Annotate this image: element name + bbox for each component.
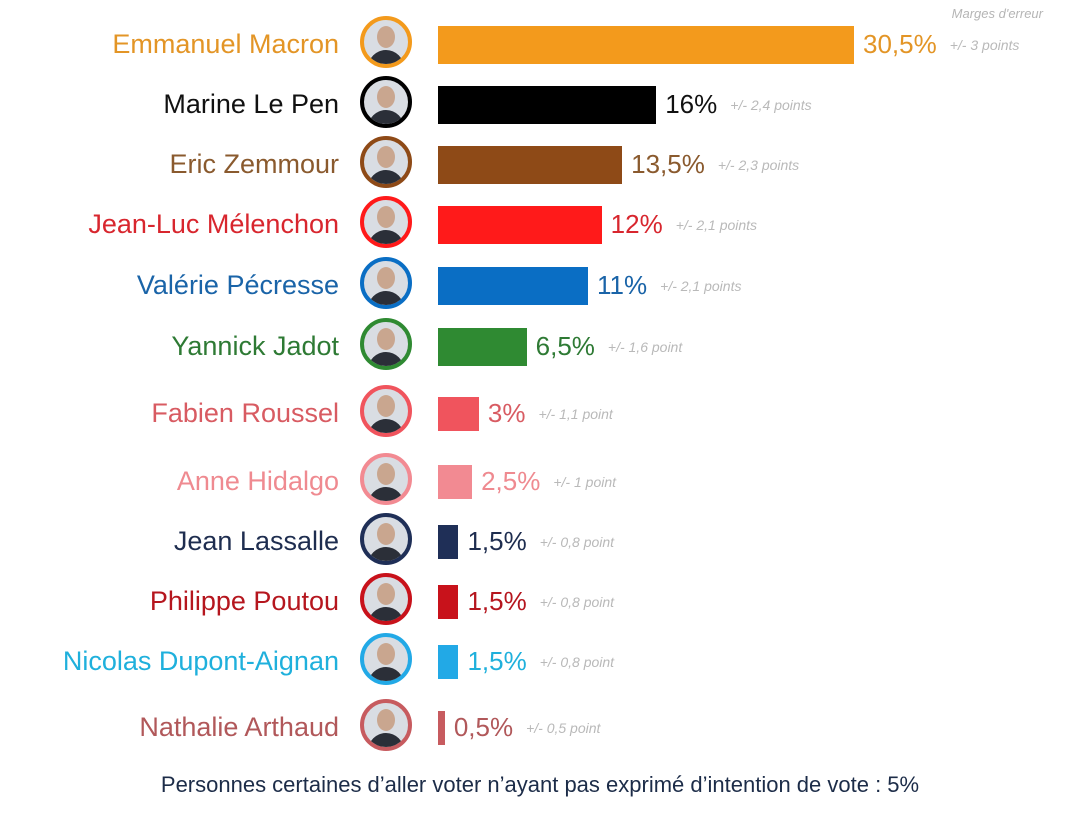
- bar: [438, 465, 473, 499]
- portrait-head: [377, 643, 395, 665]
- portrait-head: [377, 86, 395, 108]
- margin-header: Marges d'erreur: [951, 6, 1043, 21]
- bar: [438, 585, 459, 619]
- candidate-name: Marine Le Pen: [163, 89, 339, 119]
- portrait-icon: [360, 453, 412, 505]
- bar-row: Fabien Roussel 3% +/- 1,1 point: [0, 383, 1080, 443]
- margin-label: +/- 0,5 point: [526, 720, 601, 736]
- bar-row: Nicolas Dupont-Aignan 1,5% +/- 0,8 point: [0, 631, 1080, 691]
- value-label: 1,5%: [467, 586, 527, 616]
- portrait-icon: [360, 257, 412, 309]
- margin-label: +/- 1,6 point: [607, 339, 683, 355]
- value-label: 0,5%: [453, 712, 514, 742]
- portrait-head: [377, 146, 395, 168]
- bar-row: Marine Le Pen 16% +/- 2,4 points: [0, 74, 1080, 134]
- portrait-icon: [360, 513, 412, 565]
- value-label: 16%: [665, 89, 718, 119]
- portrait-body: [368, 487, 404, 501]
- value-label: 3%: [487, 398, 526, 428]
- bar-row: Anne Hidalgo 2,5% +/- 1 point: [0, 451, 1080, 511]
- candidate-name: Yannick Jadot: [171, 331, 339, 361]
- value-label: 11%: [597, 270, 648, 300]
- portrait-body: [368, 547, 404, 561]
- portrait-icon: [360, 318, 412, 370]
- portrait-icon: [360, 385, 412, 437]
- portrait-body: [368, 607, 404, 621]
- margin-label: +/- 2,4 points: [730, 97, 812, 113]
- value-label: 13,5%: [631, 149, 705, 179]
- bar: [438, 711, 445, 745]
- candidate-name: Philippe Poutou: [149, 586, 339, 616]
- portrait-head: [377, 267, 395, 289]
- value-label: 30,5%: [863, 29, 937, 59]
- portrait-body: [368, 291, 404, 305]
- portrait-head: [377, 523, 395, 545]
- value-label: 2,5%: [481, 466, 541, 496]
- portrait-body: [368, 110, 404, 124]
- bar: [438, 645, 459, 679]
- margin-label: +/- 1 point: [553, 474, 617, 490]
- portrait-body: [368, 419, 404, 433]
- candidate-name: Eric Zemmour: [169, 149, 339, 179]
- portrait-icon: [360, 699, 412, 751]
- portrait-icon: [360, 573, 412, 625]
- margin-label: +/- 0,8 point: [539, 654, 615, 670]
- portrait-body: [368, 170, 404, 184]
- value-label: 1,5%: [467, 526, 527, 556]
- portrait-icon: [360, 633, 412, 685]
- bar-row: Nathalie Arthaud 0,5% +/- 0,5 point: [0, 697, 1080, 757]
- portrait-head: [377, 395, 395, 417]
- bar-row: Jean-Luc Mélenchon 12% +/- 2,1 points: [0, 194, 1080, 254]
- portrait-body: [368, 667, 404, 681]
- candidate-name: Nicolas Dupont-Aignan: [62, 646, 339, 676]
- portrait-body: [368, 50, 404, 64]
- value-label: 6,5%: [535, 331, 595, 361]
- bar: [438, 525, 459, 559]
- portrait-body: [368, 230, 404, 244]
- portrait-head: [377, 709, 395, 731]
- bar-row: Yannick Jadot 6,5% +/- 1,6 point: [0, 316, 1080, 376]
- candidate-name: Fabien Roussel: [151, 398, 339, 428]
- footnote: Personnes certaines d’aller voter n’ayan…: [160, 772, 920, 797]
- margin-label: +/- 3 points: [949, 37, 1020, 53]
- margin-label: +/- 0,8 point: [539, 594, 615, 610]
- portrait-body: [368, 352, 404, 366]
- bar: [438, 267, 589, 305]
- bar-row: Jean Lassalle 1,5% +/- 0,8 point: [0, 511, 1080, 571]
- bar: [438, 397, 479, 431]
- bar: [438, 26, 854, 64]
- bar: [438, 146, 623, 184]
- bar: [438, 86, 657, 124]
- portrait-head: [377, 463, 395, 485]
- portrait-body: [368, 733, 404, 747]
- portrait-head: [377, 583, 395, 605]
- bar-row: Philippe Poutou 1,5% +/- 0,8 point: [0, 571, 1080, 631]
- bar: [438, 206, 602, 244]
- margin-label: +/- 2,3 points: [717, 157, 800, 173]
- candidate-name: Anne Hidalgo: [176, 466, 339, 496]
- bar-row: Eric Zemmour 13,5% +/- 2,3 points: [0, 134, 1080, 194]
- portrait-icon: [360, 16, 412, 68]
- bar-row: Emmanuel Macron 30,5% +/- 3 points: [0, 14, 1080, 74]
- margin-label: +/- 2,1 points: [675, 217, 758, 233]
- bar-row: Valérie Pécresse 11% +/- 2,1 points: [0, 255, 1080, 315]
- value-label: 1,5%: [467, 646, 527, 676]
- margin-label: +/- 0,8 point: [539, 534, 615, 550]
- margin-label: +/- 2,1 points: [660, 278, 742, 294]
- bar: [438, 328, 527, 366]
- portrait-icon: [360, 136, 412, 188]
- candidate-name: Jean-Luc Mélenchon: [88, 209, 339, 239]
- portrait-icon: [360, 196, 412, 248]
- portrait-head: [377, 26, 395, 48]
- value-label: 12%: [610, 209, 663, 239]
- candidate-name: Jean Lassalle: [173, 526, 339, 556]
- portrait-icon: [360, 76, 412, 128]
- margin-label: +/- 1,1 point: [538, 406, 613, 422]
- portrait-head: [377, 328, 395, 350]
- candidate-name: Emmanuel Macron: [112, 29, 339, 59]
- candidate-name: Valérie Pécresse: [136, 270, 339, 300]
- candidate-name: Nathalie Arthaud: [139, 712, 339, 742]
- portrait-head: [377, 206, 395, 228]
